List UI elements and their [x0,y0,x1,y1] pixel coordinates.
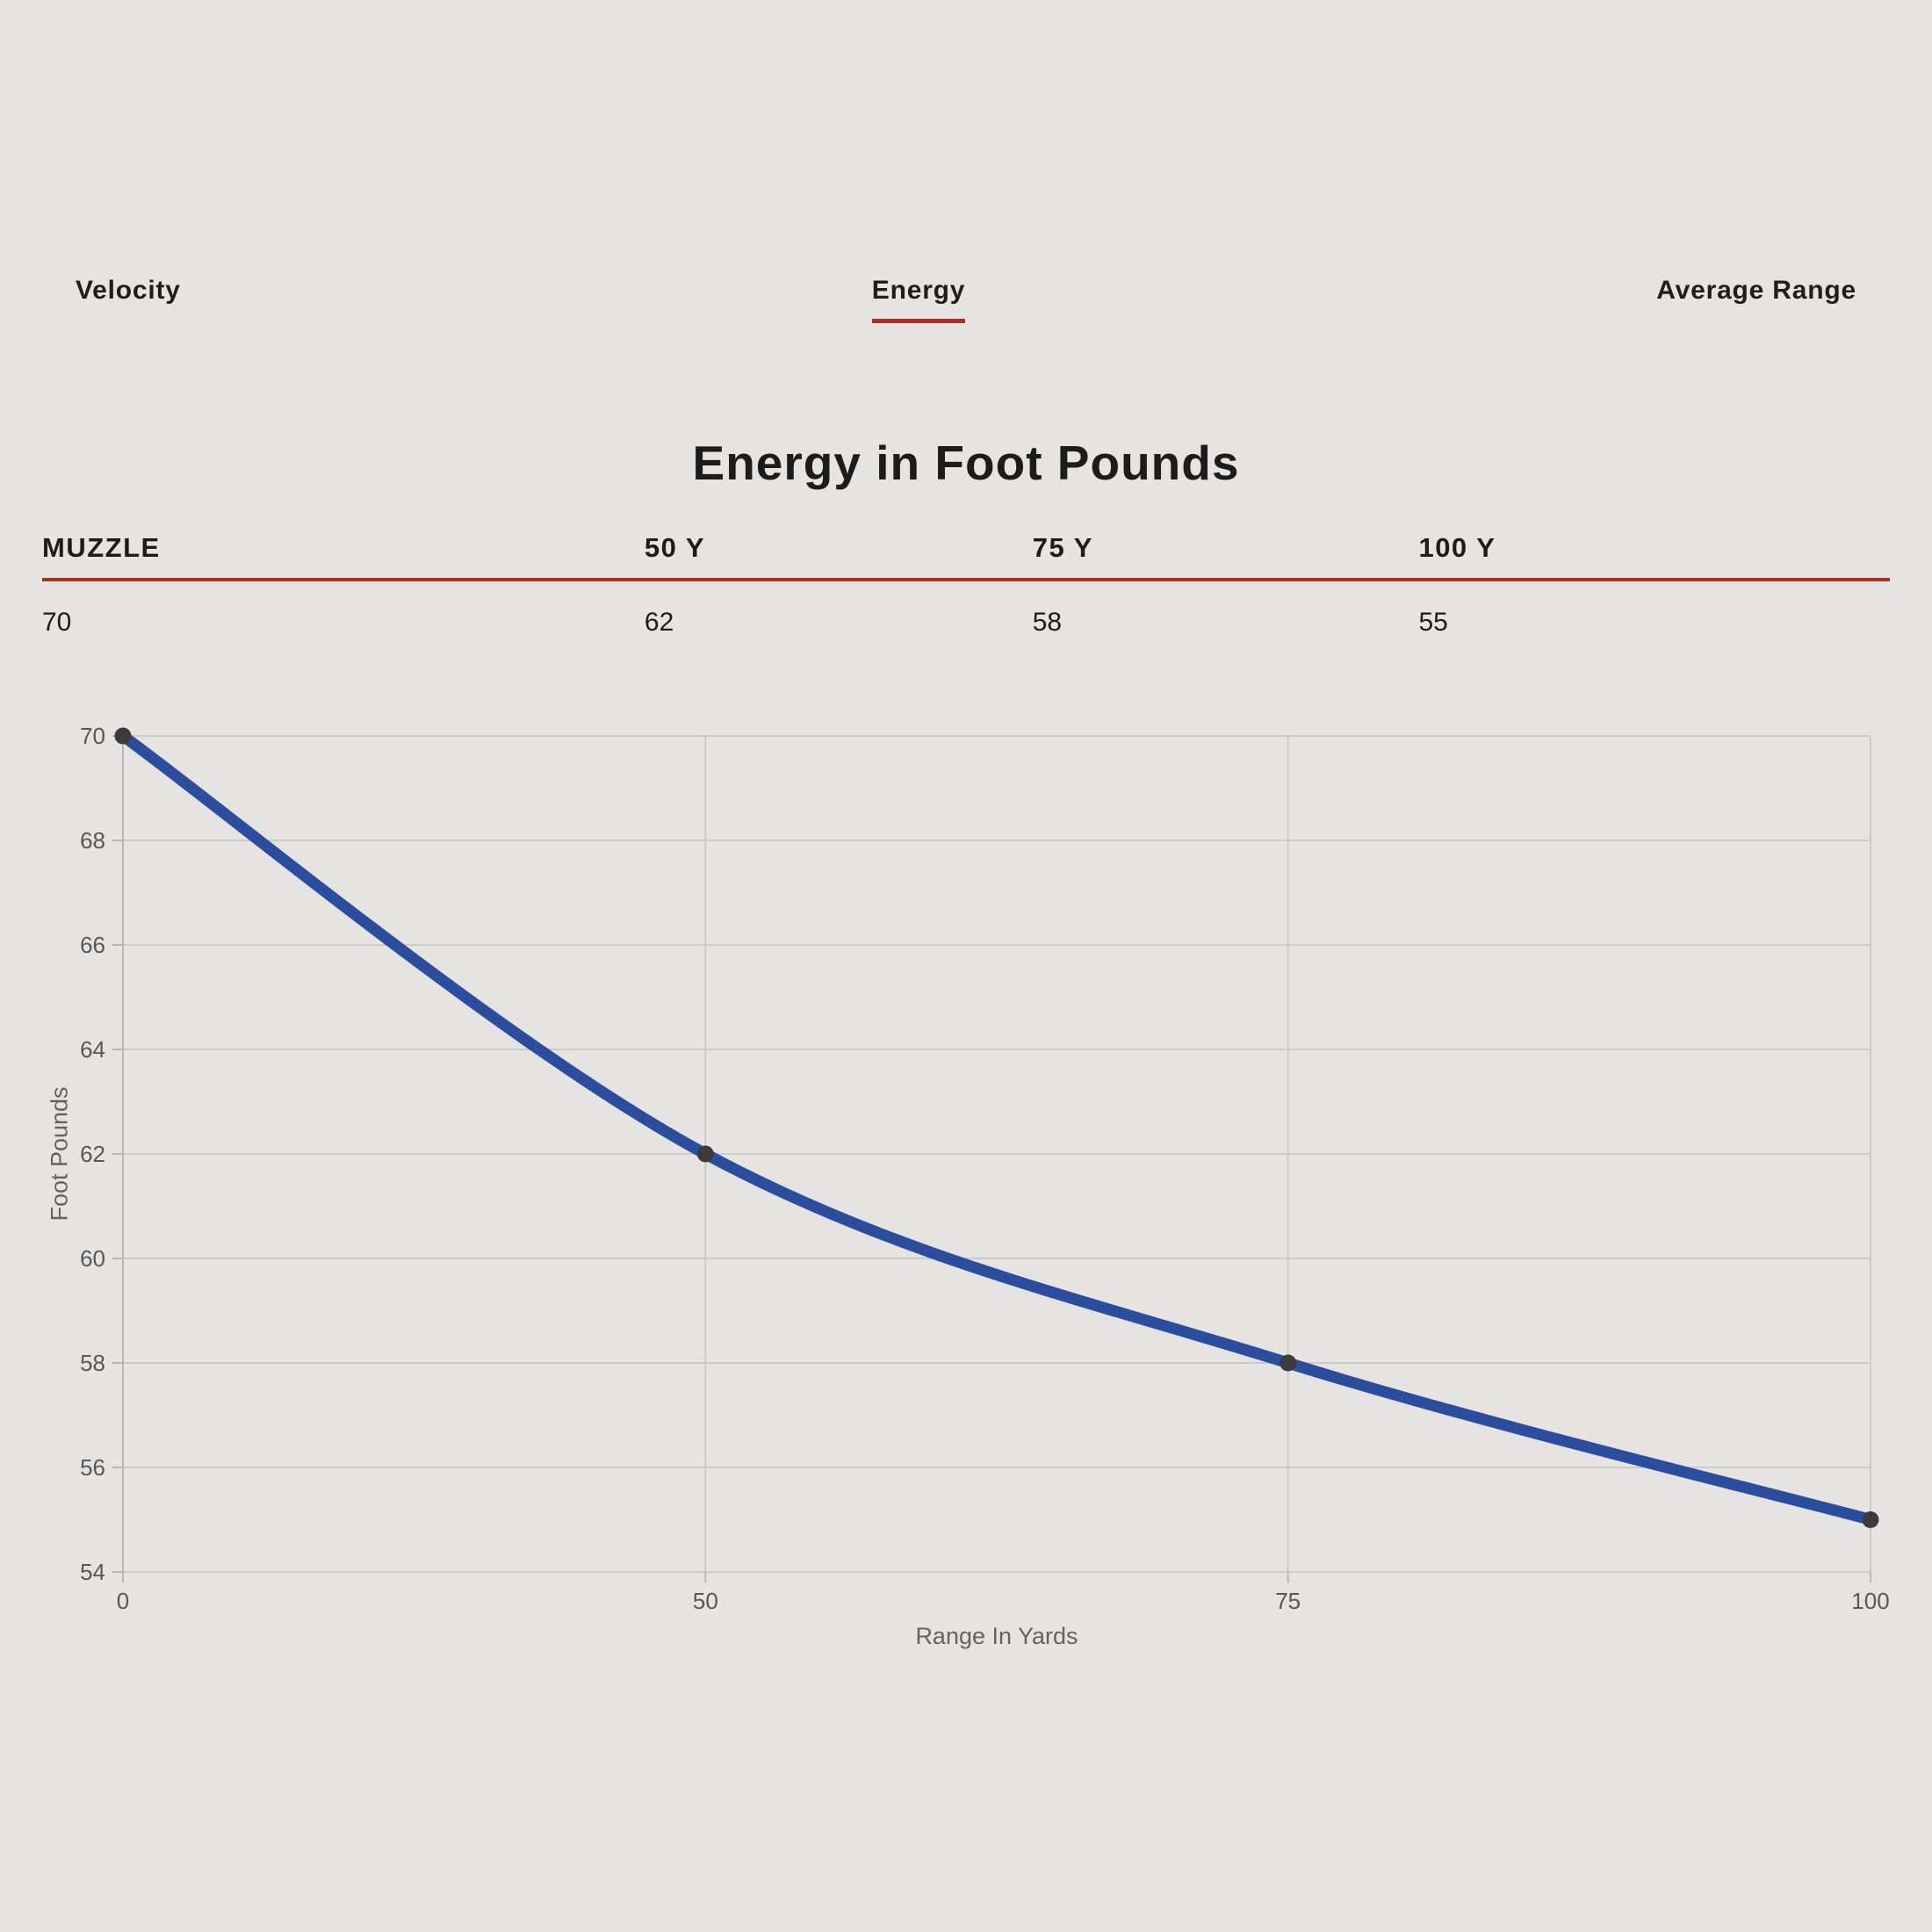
x-tick-label: 100 [1851,1588,1889,1614]
value-100y: 55 [1418,608,1448,637]
table-header-row: MUZZLE 50 Y 75 Y 100 Y [42,532,1890,581]
tab-energy[interactable]: Energy [871,276,966,323]
table-values-row: 70 62 58 55 [42,581,1890,638]
energy-line-chart: 70 68 66 64 62 60 58 56 54 0 50 75 100 Foot Pounds R… [0,694,1932,1695]
y-tick-label: 66 [80,932,105,958]
line-chart-canvas: 70 68 66 64 62 60 58 56 54 0 50 75 100 [80,723,1890,1614]
data-point [1862,1511,1879,1528]
chart-tabs: Velocity Energy Average Range [0,276,1932,323]
value-50y: 62 [644,608,674,637]
y-tick-label: 64 [80,1036,105,1063]
y-tick-label: 68 [80,827,105,854]
y-tick-label: 56 [80,1454,105,1481]
energy-data-table: MUZZLE 50 Y 75 Y 100 Y 70 62 58 55 [42,532,1890,638]
column-header-50y: 50 Y [644,532,706,563]
x-tick-label: 0 [117,1588,129,1614]
value-muzzle: 70 [42,608,72,637]
column-header-100y: 100 Y [1418,532,1496,563]
data-point [114,727,132,745]
tab-velocity[interactable]: Velocity [76,276,181,305]
data-point [1280,1354,1297,1372]
column-header-muzzle: MUZZLE [42,532,161,563]
y-tick-label: 54 [80,1559,105,1585]
y-tick-label: 62 [80,1141,105,1167]
data-point [696,1145,714,1163]
x-tick-label: 50 [693,1588,718,1614]
x-tick-label: 75 [1275,1588,1301,1614]
y-tick-label: 60 [80,1245,105,1272]
page-title: Energy in Foot Pounds [692,435,1240,490]
column-header-75y: 75 Y [1032,532,1093,563]
x-axis-title: Range In Yards [915,1623,1078,1649]
energy-series-line [117,730,1877,1525]
y-tick-label: 58 [80,1350,105,1376]
tab-average-range[interactable]: Average Range [1656,276,1856,305]
y-axis-title: Foot Pounds [46,1086,73,1222]
y-tick-label: 70 [80,723,105,749]
value-75y: 58 [1032,608,1063,637]
